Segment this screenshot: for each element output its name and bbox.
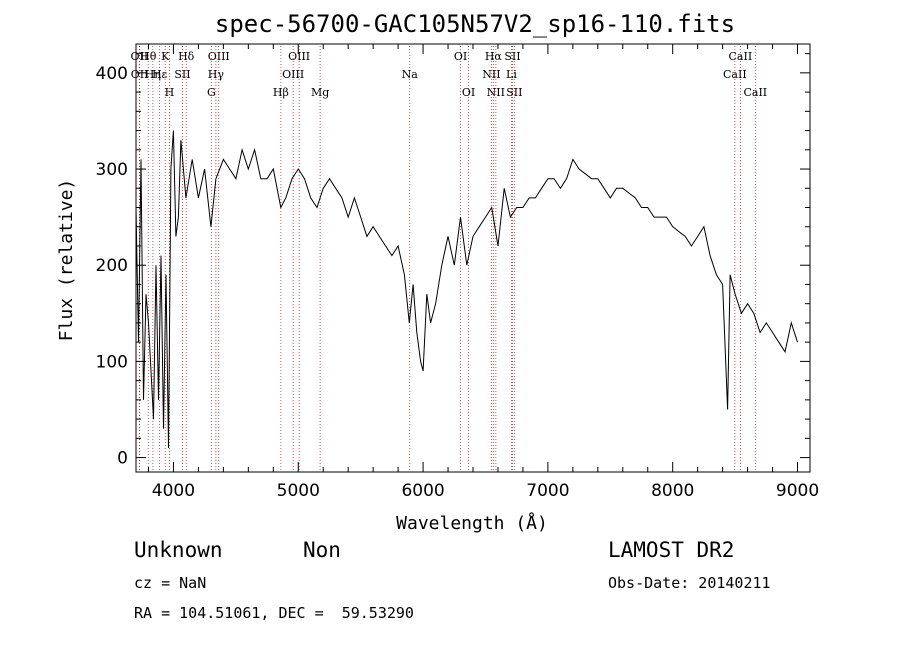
emission-line-label: CaII (729, 50, 753, 63)
y-tick-label: 200 (96, 256, 128, 276)
emission-line-label: G (207, 86, 216, 99)
emission-line-label: H (165, 86, 175, 99)
x-tick-label: 7000 (526, 481, 569, 501)
emission-line-label: Hη (145, 68, 161, 81)
y-tick-label: 100 (96, 352, 128, 372)
y-tick-label: 0 (117, 449, 128, 469)
emission-line-label: CaII (743, 86, 767, 99)
chart-title: spec-56700-GAC105N57V2_sp16-110.fits (215, 10, 735, 38)
emission-line-label: Hθ (140, 50, 157, 63)
emission-line-label: Hγ (208, 68, 225, 81)
emission-line-label: Hβ (273, 86, 289, 99)
x-tick-label: 5000 (277, 481, 320, 501)
emission-line-label: NII (487, 86, 505, 99)
emission-line-label: Hδ (178, 50, 195, 63)
object-subclass: Non (303, 538, 341, 562)
emission-lines (138, 46, 756, 472)
emission-line-label: SII (506, 86, 522, 99)
emission-line-label: OI (454, 50, 467, 63)
y-axis-label: Flux (relative) (56, 179, 77, 342)
emission-line-label: OIII (288, 50, 310, 63)
emission-line-label: OII (131, 50, 149, 63)
survey-name: LAMOST DR2 (608, 538, 735, 562)
emission-line-label: Hε (152, 68, 168, 81)
redshift-cz: cz = NaN (134, 574, 207, 592)
emission-line-label: OI (462, 86, 475, 99)
emission-line-label: CaII (723, 68, 747, 81)
emission-line-label: OII (131, 68, 149, 81)
emission-line-label: Hα (485, 50, 503, 63)
plot-frame (135, 43, 811, 473)
x-tick-label: 8000 (651, 481, 694, 501)
emission-line-label: Mg (311, 86, 329, 99)
y-tick-label: 400 (96, 64, 128, 84)
x-tick-label: 9000 (776, 481, 819, 501)
x-axis: 4000 5000 6000 7000 8000 9000 (147, 44, 819, 501)
emission-line-label: SII (504, 50, 520, 63)
y-axis: 0 100 200 300 400 (96, 53, 810, 469)
x-axis-label: Wavelength (Å) (396, 512, 548, 534)
spectrum-line (135, 130, 798, 449)
emission-line-label: SII (174, 68, 190, 81)
emission-line-label: Li (506, 68, 517, 81)
emission-line-label: Na (402, 68, 419, 81)
x-tick-label: 6000 (401, 481, 444, 501)
emission-line-label: K (161, 50, 170, 63)
observation-date: Obs-Date: 20140211 (608, 574, 771, 592)
y-tick-label: 300 (96, 160, 128, 180)
emission-line-label: OIII (208, 50, 230, 63)
emission-line-label: NII (482, 68, 500, 81)
x-tick-label: 4000 (152, 481, 195, 501)
emission-line-label: OIII (282, 68, 304, 81)
coordinates: RA = 104.51061, DEC = 59.53290 (134, 604, 414, 622)
object-class: Unknown (134, 538, 223, 562)
